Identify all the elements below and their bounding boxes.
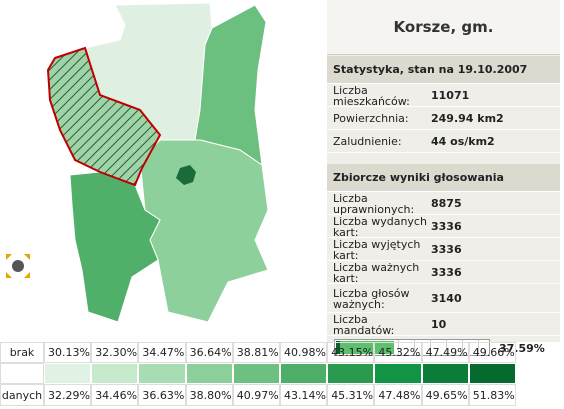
region[interactable] xyxy=(176,165,196,185)
legend-from: 47.49% xyxy=(421,342,469,363)
legend-swatch xyxy=(421,363,469,384)
row-value: 3336 xyxy=(427,239,560,261)
region[interactable] xyxy=(69,171,161,323)
row-value: 249.94 km2 xyxy=(427,108,560,130)
row-label: Liczba wyjętych kart: xyxy=(327,239,427,261)
region[interactable] xyxy=(139,139,269,323)
row-value: 11071 xyxy=(427,85,560,107)
legend-swatch xyxy=(232,363,280,384)
row-value: 44 os/km2 xyxy=(427,131,560,153)
row-label: Liczba uprawnionych: xyxy=(327,193,427,215)
legend-swatch xyxy=(91,363,139,384)
legend-swatch xyxy=(327,363,375,384)
row-label: Liczba wydanych kart: xyxy=(327,216,427,238)
region[interactable] xyxy=(46,46,162,187)
row-label: Liczba mieszkańców: xyxy=(327,85,427,107)
legend-from: 45.32% xyxy=(374,342,422,363)
legend-from: 36.64% xyxy=(185,342,233,363)
legend-to: 32.29% xyxy=(44,384,92,406)
panel-title: Korsze, gm. xyxy=(327,0,560,55)
row-value: 3336 xyxy=(427,262,560,284)
legend-label: danych xyxy=(0,384,44,406)
row-value: 3140 xyxy=(427,285,560,313)
legend-swatch xyxy=(374,363,422,384)
legend-to: 34.46% xyxy=(91,384,139,406)
legend-from: 40.98% xyxy=(280,342,328,363)
legend-from: 34.47% xyxy=(138,342,186,363)
legend-label: brak xyxy=(0,342,44,363)
legend-to: 49.65% xyxy=(421,384,469,406)
row-value: 8875 xyxy=(427,193,560,215)
info-panel: Korsze, gm. Statystyka, stan na 19.10.200… xyxy=(327,0,560,356)
turnout-label: 37.59% xyxy=(499,342,545,355)
legend-swatch xyxy=(44,363,92,384)
legend-from: 32.30% xyxy=(91,342,139,363)
zoom-icon[interactable] xyxy=(6,254,30,278)
section-heading: Statystyka, stan na 19.10.2007 xyxy=(327,56,560,84)
legend-swatch xyxy=(468,363,516,384)
row-label: Powierzchnia: xyxy=(327,108,427,130)
map xyxy=(6,2,269,323)
turnout-bar xyxy=(334,339,490,356)
legend-to: 36.63% xyxy=(138,384,186,406)
turnout-fill xyxy=(336,341,394,354)
legend-from: 49.66% xyxy=(468,342,516,363)
row-label: Liczba ważnych kart: xyxy=(327,262,427,284)
legend-to: 45.31% xyxy=(327,384,375,406)
legend-to: 47.48% xyxy=(374,384,422,406)
legend-from: 43.15% xyxy=(327,342,375,363)
legend-to: 38.80% xyxy=(185,384,233,406)
legend-to: 51.83% xyxy=(468,384,516,406)
row-label: Liczba mandatów: xyxy=(327,314,427,336)
legend-swatch xyxy=(185,363,233,384)
legend-spacer xyxy=(0,363,44,384)
row-value: 3336 xyxy=(427,216,560,238)
section-heading: Zbiorcze wyniki głosowania xyxy=(327,164,560,192)
row-label: Zaludnienie: xyxy=(327,131,427,153)
row-label: Liczba głosów ważnych: xyxy=(327,285,427,313)
legend-from: 30.13% xyxy=(44,342,92,363)
legend-to: 43.14% xyxy=(280,384,328,406)
legend-swatch xyxy=(280,363,328,384)
legend-swatch xyxy=(138,363,186,384)
legend-to: 40.97% xyxy=(232,384,280,406)
legend-from: 38.81% xyxy=(232,342,280,363)
row-value: 10 xyxy=(427,314,560,336)
legend: brak danych 30.13% 32.29% 32.30% 34.46% 34.47%… xyxy=(0,342,564,409)
